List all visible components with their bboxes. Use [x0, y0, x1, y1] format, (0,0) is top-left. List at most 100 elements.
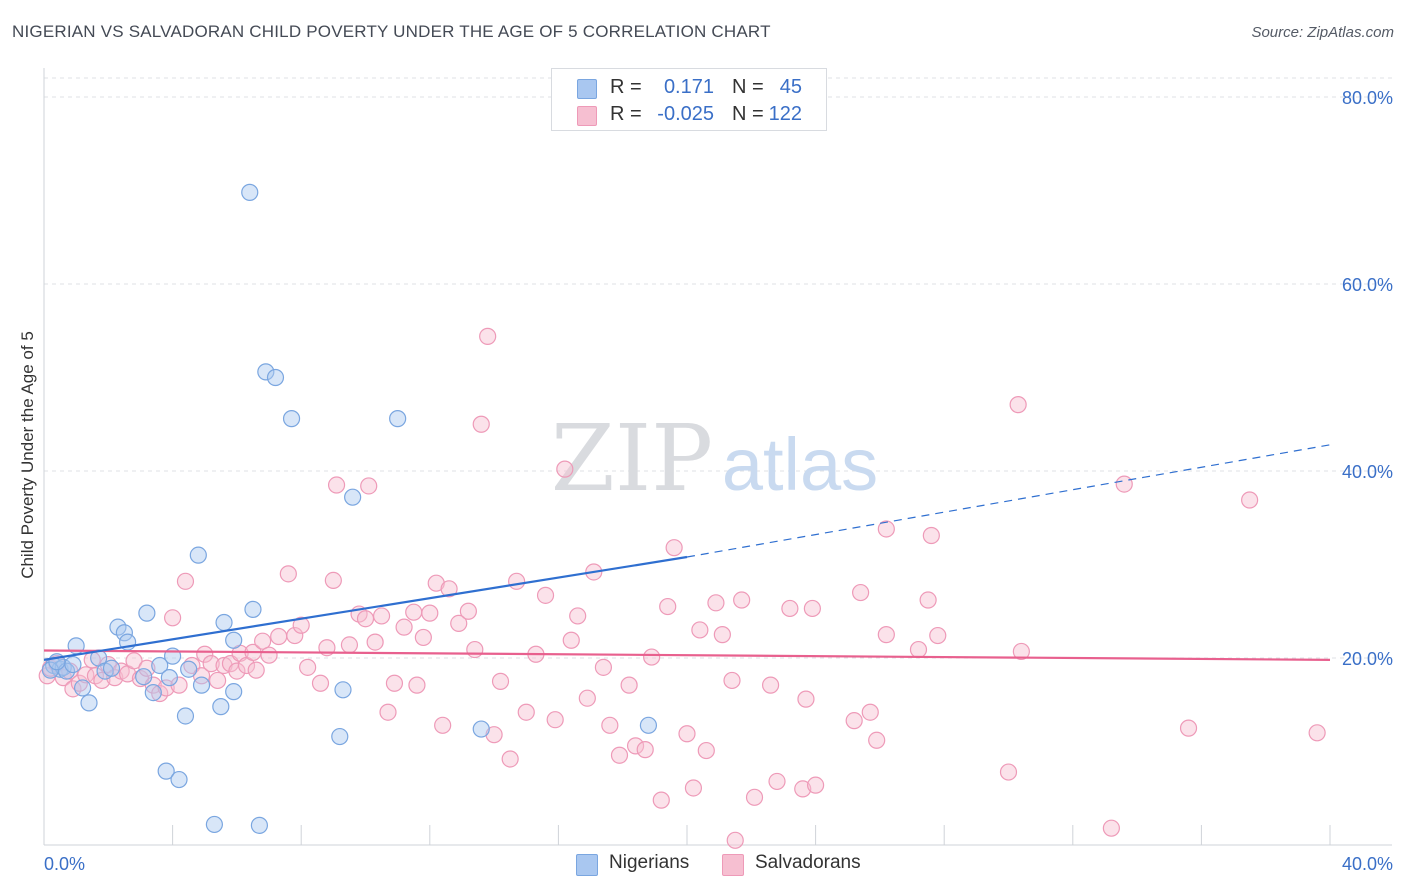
nigerian-point — [180, 660, 198, 678]
salvadoran-point — [678, 725, 696, 743]
nigerian-point — [389, 410, 407, 428]
salvadoran-point — [768, 772, 786, 791]
salvadoran-point — [1308, 724, 1326, 742]
legend-n-value: 45 — [779, 76, 802, 98]
salvadoran-point — [877, 520, 895, 538]
salvadorans-series — [38, 327, 1326, 849]
salvadoran-point — [546, 711, 564, 729]
legend-label-nigerians: Nigerians — [609, 852, 690, 873]
salvadoran-point — [324, 571, 342, 589]
nigerians-series — [41, 183, 658, 834]
nigerian-point — [241, 183, 259, 201]
nigerian-point — [639, 716, 658, 734]
salvadoran-point — [421, 604, 439, 622]
salvadoran-point — [594, 658, 613, 676]
legend-row-nigerians: R = 0.171 N = 45 — [552, 76, 826, 100]
salvadoran-point — [125, 652, 143, 670]
legend-r-value: -0.025 — [657, 103, 714, 125]
salvadoran-point — [659, 597, 677, 616]
legend-r-value: 0.171 — [663, 76, 714, 98]
watermark-zip: ZIP — [551, 405, 713, 512]
nigerian-point — [157, 762, 175, 780]
salvadoran-point — [919, 591, 937, 609]
legend-n-label: N = — [732, 103, 764, 125]
stats-legend: R = 0.171 N = 45 R = -0.025 N = 122 — [551, 68, 827, 131]
salvadoran-point — [93, 671, 111, 690]
salvadoran-point — [292, 616, 310, 634]
salvadoran-point — [501, 750, 519, 768]
salvadoran-point — [877, 626, 895, 644]
salvadoran-point — [202, 655, 220, 673]
nigerian-point — [135, 668, 153, 686]
salvadoran-point — [797, 690, 815, 708]
salvadoran-point — [803, 599, 821, 618]
salvadoran-point — [356, 610, 375, 628]
salvadoran-point — [405, 603, 423, 621]
salvadoran-point — [922, 526, 940, 545]
legend-swatch-pink — [722, 854, 744, 876]
legend-n-value: 122 — [768, 103, 802, 125]
legend-swatch-pink — [577, 106, 597, 126]
nigerian-point — [205, 815, 223, 834]
salvadoran-point — [861, 703, 879, 721]
salvadoran-point — [472, 415, 490, 433]
salvadoran-point — [684, 779, 703, 797]
legend-swatch-blue — [577, 79, 597, 99]
nigerian-point — [244, 600, 262, 618]
nigerian-point — [472, 720, 490, 738]
nigerian-point — [344, 488, 362, 506]
y-tick-label: 60.0% — [1342, 275, 1393, 295]
salvadoran-point — [697, 741, 715, 760]
salvadoran-point — [414, 628, 432, 647]
nigerian-point — [73, 679, 92, 697]
nigerian-point — [160, 669, 178, 687]
legend-n-label: N = — [732, 76, 764, 98]
salvadoran-point — [610, 746, 629, 764]
nigerian-point — [334, 681, 352, 699]
legend-r-label: R = — [610, 103, 642, 125]
salvadoran-point — [106, 669, 124, 687]
salvadoran-point — [569, 607, 587, 625]
salvadoran-point — [434, 716, 452, 734]
salvadoran-point — [761, 676, 780, 694]
salvadorans-trend-line — [43, 649, 1331, 661]
nigerian-point — [282, 410, 301, 428]
salvadoran-point — [845, 712, 863, 730]
nigerian-point — [192, 676, 211, 694]
salvadoran-point — [196, 645, 214, 663]
salvadoran-point — [665, 539, 683, 557]
salvadoran-point — [450, 614, 468, 633]
nigerian-point — [250, 816, 269, 834]
nigerian-point — [266, 368, 285, 387]
salvadoran-point — [726, 831, 744, 849]
salvadoran-point — [372, 607, 391, 625]
legend-row-salvadorans: R = -0.025 N = 122 — [552, 103, 826, 127]
nigerian-point — [225, 631, 243, 649]
salvadoran-point — [479, 327, 497, 345]
x-tick-label-max: 40.0% — [1342, 854, 1393, 874]
salvadoran-point — [1179, 719, 1198, 737]
salvadoran-point — [536, 586, 555, 604]
salvadoran-point — [270, 627, 288, 646]
legend-swatch-blue — [576, 854, 598, 876]
legend-label-salvadorans: Salvadorans — [755, 852, 861, 873]
salvadoran-point — [733, 591, 751, 609]
salvadoran-point — [327, 476, 346, 494]
y-tick-label: 40.0% — [1342, 462, 1393, 482]
salvadoran-point — [781, 599, 799, 618]
salvadoran-point — [286, 626, 304, 645]
salvadoran-point — [379, 703, 397, 721]
salvadoran-point — [745, 788, 764, 806]
salvadoran-point — [643, 648, 661, 666]
salvadoran-point — [929, 626, 947, 645]
salvadoran-point — [395, 618, 413, 636]
salvadoran-point — [176, 572, 195, 590]
salvadoran-point — [209, 671, 227, 690]
salvadoran-point — [794, 780, 812, 798]
source-label: Source: ZipAtlas.com — [1251, 24, 1394, 41]
y-tick-label: 80.0% — [1342, 88, 1393, 108]
nigerians-trend-extension — [686, 444, 1331, 558]
salvadoran-point — [366, 633, 384, 651]
nigerian-point — [257, 363, 275, 381]
